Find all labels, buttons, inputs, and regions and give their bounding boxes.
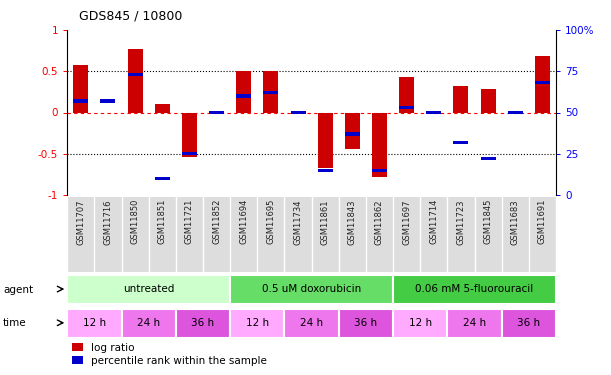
Text: 12 h: 12 h [409, 318, 432, 328]
Text: GSM11694: GSM11694 [240, 199, 248, 244]
Text: 36 h: 36 h [518, 318, 540, 328]
Bar [318, 169, 332, 172]
Bar [176, 309, 230, 338]
Bar [67, 275, 230, 304]
Bar [481, 89, 496, 112]
Text: GSM11845: GSM11845 [484, 199, 492, 244]
Bar [447, 309, 502, 338]
Text: GSM11851: GSM11851 [158, 199, 167, 244]
Text: GSM11862: GSM11862 [375, 199, 384, 244]
Bar [155, 104, 170, 112]
Text: 36 h: 36 h [354, 318, 378, 328]
Bar [318, 112, 332, 168]
Bar [393, 275, 556, 304]
Bar [182, 152, 197, 155]
Bar [128, 73, 142, 76]
Text: GSM11850: GSM11850 [131, 199, 139, 244]
Text: GSM11697: GSM11697 [402, 199, 411, 244]
Bar [263, 91, 279, 94]
Bar [209, 111, 224, 114]
Bar [453, 86, 469, 112]
Bar [230, 309, 285, 338]
Bar [285, 309, 338, 338]
Text: GSM11691: GSM11691 [538, 199, 547, 244]
Text: GSM11734: GSM11734 [293, 199, 302, 244]
Bar [508, 111, 523, 114]
Text: GSM11695: GSM11695 [266, 199, 276, 244]
Bar [372, 112, 387, 177]
Text: 12 h: 12 h [246, 318, 269, 328]
Bar [535, 81, 550, 84]
Text: 0.5 uM doxorubicin: 0.5 uM doxorubicin [262, 284, 361, 294]
Text: GSM11707: GSM11707 [76, 199, 86, 244]
Text: GSM11683: GSM11683 [511, 199, 520, 245]
Bar [535, 56, 550, 112]
Bar [73, 99, 88, 103]
Text: GSM11852: GSM11852 [212, 199, 221, 244]
Bar [236, 94, 251, 98]
Text: agent: agent [3, 285, 33, 295]
Text: time: time [3, 318, 27, 328]
Bar [372, 169, 387, 172]
Legend: log ratio, percentile rank within the sample: log ratio, percentile rank within the sa… [73, 343, 267, 366]
Bar [345, 112, 360, 149]
Bar [453, 141, 469, 144]
Text: GSM11723: GSM11723 [456, 199, 466, 244]
Text: GSM11721: GSM11721 [185, 199, 194, 244]
Bar [345, 132, 360, 136]
Bar [182, 112, 197, 157]
Text: 0.06 mM 5-fluorouracil: 0.06 mM 5-fluorouracil [415, 284, 533, 294]
Bar [399, 77, 414, 112]
Text: GSM11861: GSM11861 [321, 199, 330, 244]
Bar [155, 177, 170, 180]
Text: 36 h: 36 h [191, 318, 214, 328]
Bar [399, 106, 414, 109]
Text: 12 h: 12 h [83, 318, 106, 328]
Bar [393, 309, 447, 338]
Bar [100, 99, 115, 103]
Text: 24 h: 24 h [137, 318, 160, 328]
Bar [502, 309, 556, 338]
Bar [236, 71, 251, 112]
Text: 24 h: 24 h [300, 318, 323, 328]
Bar [230, 275, 393, 304]
Text: GSM11716: GSM11716 [103, 199, 112, 244]
Text: 24 h: 24 h [463, 318, 486, 328]
Text: GSM11714: GSM11714 [430, 199, 438, 244]
Text: untreated: untreated [123, 284, 174, 294]
Bar [426, 111, 441, 114]
Bar [67, 309, 122, 338]
Bar [73, 66, 88, 112]
Bar [122, 309, 176, 338]
Bar [263, 71, 279, 112]
Bar [291, 111, 306, 114]
Bar [481, 157, 496, 160]
Text: GDS845 / 10800: GDS845 / 10800 [79, 9, 183, 22]
Bar [338, 309, 393, 338]
Text: GSM11843: GSM11843 [348, 199, 357, 244]
Bar [128, 49, 142, 112]
